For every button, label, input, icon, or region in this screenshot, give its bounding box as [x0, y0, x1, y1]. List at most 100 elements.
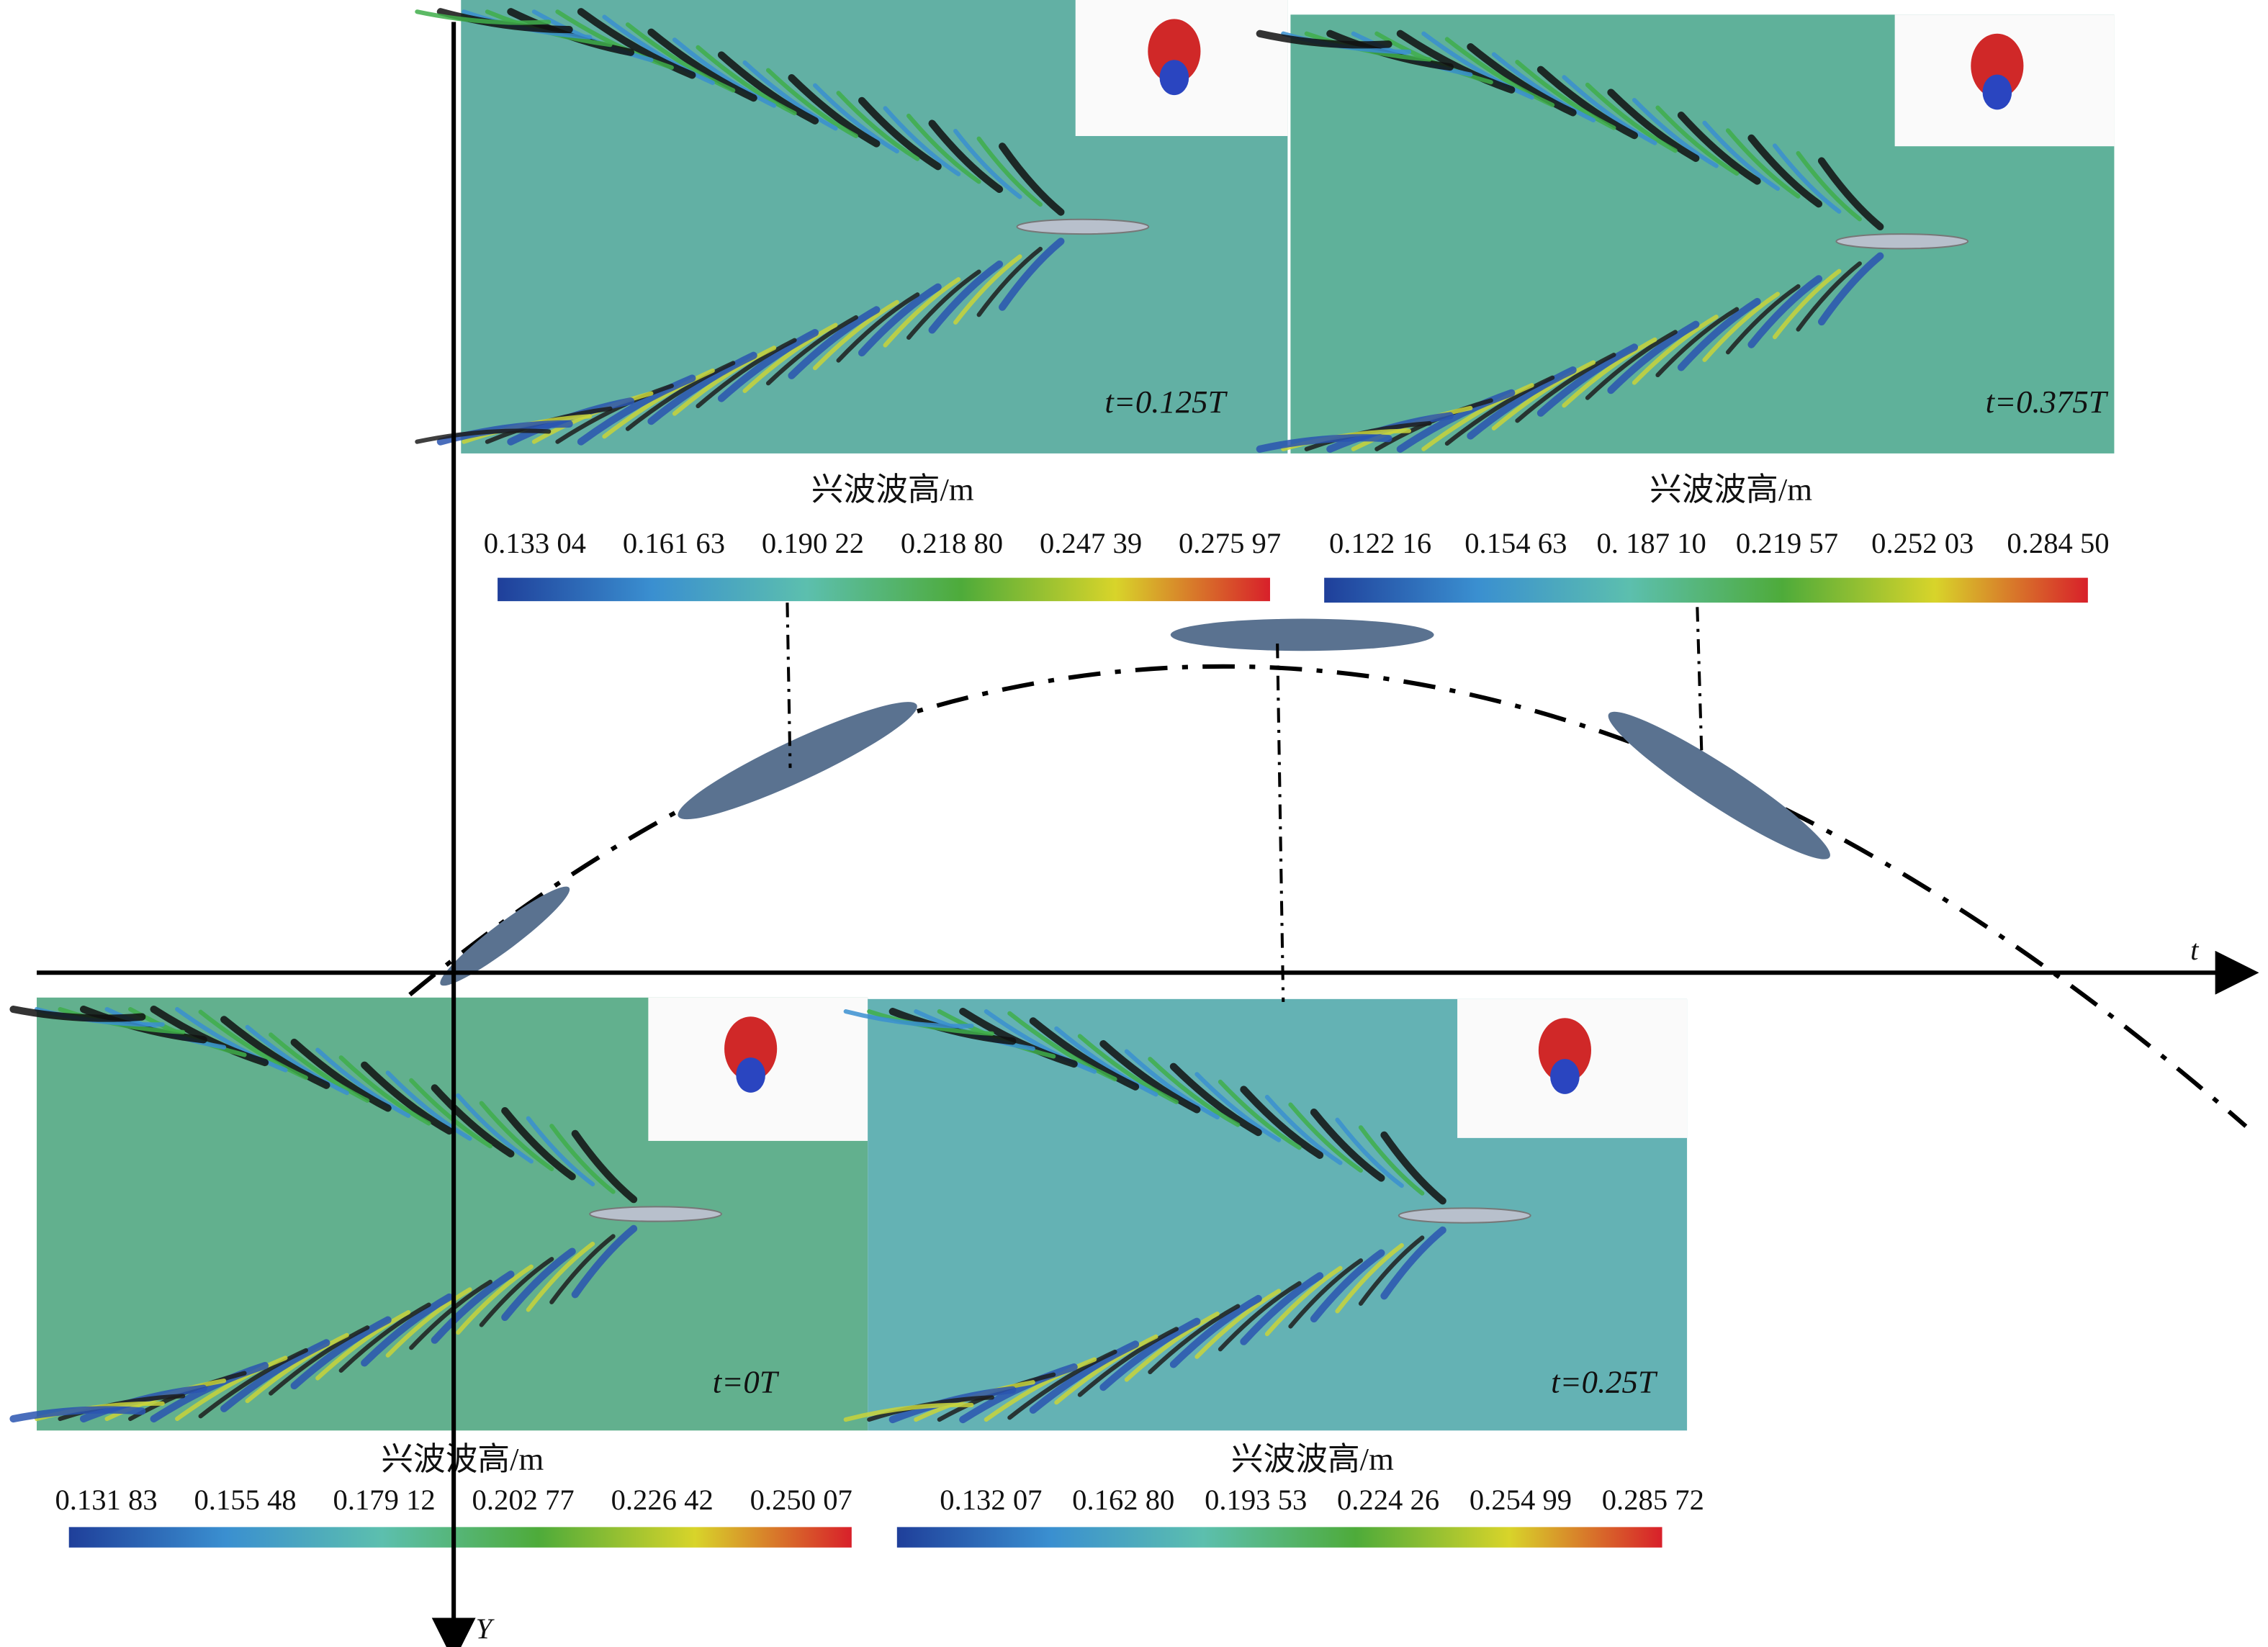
colorbar-title: 兴波波高/m — [811, 471, 974, 507]
wave-crest — [269, 1032, 370, 1103]
wave-crest — [315, 1310, 411, 1381]
wave-crest — [431, 1084, 515, 1158]
wave-crest — [385, 1287, 472, 1358]
colorbar-tick-label: 0.154 63 — [1464, 527, 1567, 559]
wave-crest — [290, 1038, 392, 1112]
wave-crest — [1148, 1304, 1241, 1375]
wave-crest — [1677, 297, 1761, 371]
wave-crest — [220, 1339, 330, 1412]
wave-crest — [549, 1124, 616, 1194]
ship — [678, 702, 917, 820]
colorbar-tick-label: 0. 187 10 — [1596, 527, 1706, 559]
wave-crest — [883, 106, 961, 176]
colorbar-tick-label: 0.193 53 — [1205, 1484, 1307, 1516]
colorbar-title: 兴波波高/m — [1231, 1441, 1394, 1477]
colorbar-tick-label: 0.155 48 — [194, 1484, 296, 1516]
wave-crest — [1585, 82, 1678, 153]
wave-crest — [812, 83, 899, 154]
time-label: t=0.25T — [1551, 1363, 1658, 1399]
wave-crest — [150, 1005, 269, 1067]
wave-crest — [1310, 1249, 1385, 1323]
wave-crest — [984, 1009, 1097, 1074]
wave-crest — [571, 1224, 638, 1299]
wave-crest — [1288, 1102, 1364, 1173]
colorbar-title: 兴波波高/m — [1650, 471, 1812, 507]
wave-crest — [647, 351, 757, 425]
wave-crest — [1288, 1258, 1364, 1329]
wave-crest — [959, 1008, 1078, 1068]
wave-crest — [1124, 1312, 1220, 1382]
wave-crest — [1029, 1340, 1140, 1414]
wave-crest — [717, 51, 819, 125]
wave-crest — [1380, 1226, 1446, 1300]
wave-crest — [1772, 269, 1842, 340]
wave-crest — [928, 119, 1004, 194]
wave-crest — [1632, 97, 1719, 168]
wave-crest — [858, 96, 942, 171]
colorbar-tick-label: 0.252 03 — [1871, 527, 1974, 559]
colorbar-tick-label: 0.190 22 — [762, 527, 864, 559]
wave-crest — [1421, 383, 1534, 451]
wave-crest — [338, 1302, 431, 1373]
wave-crest — [883, 277, 961, 348]
wave-crest — [1335, 1242, 1404, 1314]
wave-crest — [198, 1009, 308, 1080]
colorbar-tick-label: 0.219 57 — [1736, 527, 1838, 559]
wave-crest — [742, 322, 838, 393]
wave-crest — [1380, 1131, 1446, 1205]
wave-crest — [1491, 360, 1596, 431]
wave-crest — [1421, 31, 1534, 100]
guide-line — [1276, 644, 1285, 1002]
wave-crest — [1310, 1109, 1385, 1182]
wave-crest — [1029, 1017, 1140, 1091]
wave-crest — [696, 338, 797, 409]
t-axis-label: t — [2190, 934, 2200, 966]
wave-crest — [984, 1357, 1097, 1422]
wave-crest — [456, 1093, 534, 1164]
wave-crest — [479, 1101, 554, 1171]
wave-crest — [843, 1009, 974, 1029]
colorbar-tick-label: 0.285 72 — [1602, 1484, 1704, 1516]
colorbar-tick-label: 0.218 80 — [901, 527, 1003, 559]
wave-crest — [175, 1355, 288, 1422]
wave-crest — [1358, 1235, 1425, 1306]
wave-crest — [1467, 42, 1577, 117]
wave-crest — [765, 315, 858, 386]
wave-crest — [361, 1293, 454, 1367]
wave-crest — [409, 1078, 492, 1149]
colorbar-tick-label: 0.250 07 — [750, 1484, 852, 1516]
time-label: t=0.125T — [1104, 384, 1228, 420]
wave-crest — [150, 1361, 269, 1423]
wave-crest — [1817, 157, 1884, 231]
wave-crest — [672, 37, 777, 108]
wave-crest — [602, 368, 715, 439]
wave-crest — [1747, 134, 1823, 208]
wave-crest — [1099, 1317, 1201, 1391]
wave-crest — [501, 1247, 576, 1322]
trajectory — [408, 664, 2248, 1128]
wave-crest — [269, 1325, 370, 1396]
wave-crest — [717, 328, 819, 402]
wave-crest — [526, 1116, 595, 1187]
colorbar — [68, 1527, 852, 1548]
wave-crest — [1240, 1272, 1324, 1345]
wave-crest — [1702, 120, 1781, 191]
guide-line — [1696, 607, 1704, 754]
wave-crest — [577, 8, 696, 79]
hull — [1398, 1207, 1531, 1224]
wave-crest — [220, 1016, 330, 1089]
wave-crest — [431, 1271, 515, 1344]
hull — [589, 1206, 722, 1222]
wave-crest — [501, 1106, 576, 1181]
wave-crest — [1536, 343, 1639, 417]
wave-crest — [602, 14, 715, 86]
wave-crest — [765, 68, 858, 139]
wave-crest — [1491, 52, 1596, 123]
wave-crest — [1655, 307, 1740, 378]
wave-crest — [1077, 1034, 1179, 1104]
wave-crest — [409, 1279, 492, 1350]
wave-crest — [1240, 1086, 1324, 1159]
wave-crest — [742, 60, 838, 131]
wave-crest — [1077, 1327, 1179, 1397]
wave-crest — [1396, 30, 1516, 94]
